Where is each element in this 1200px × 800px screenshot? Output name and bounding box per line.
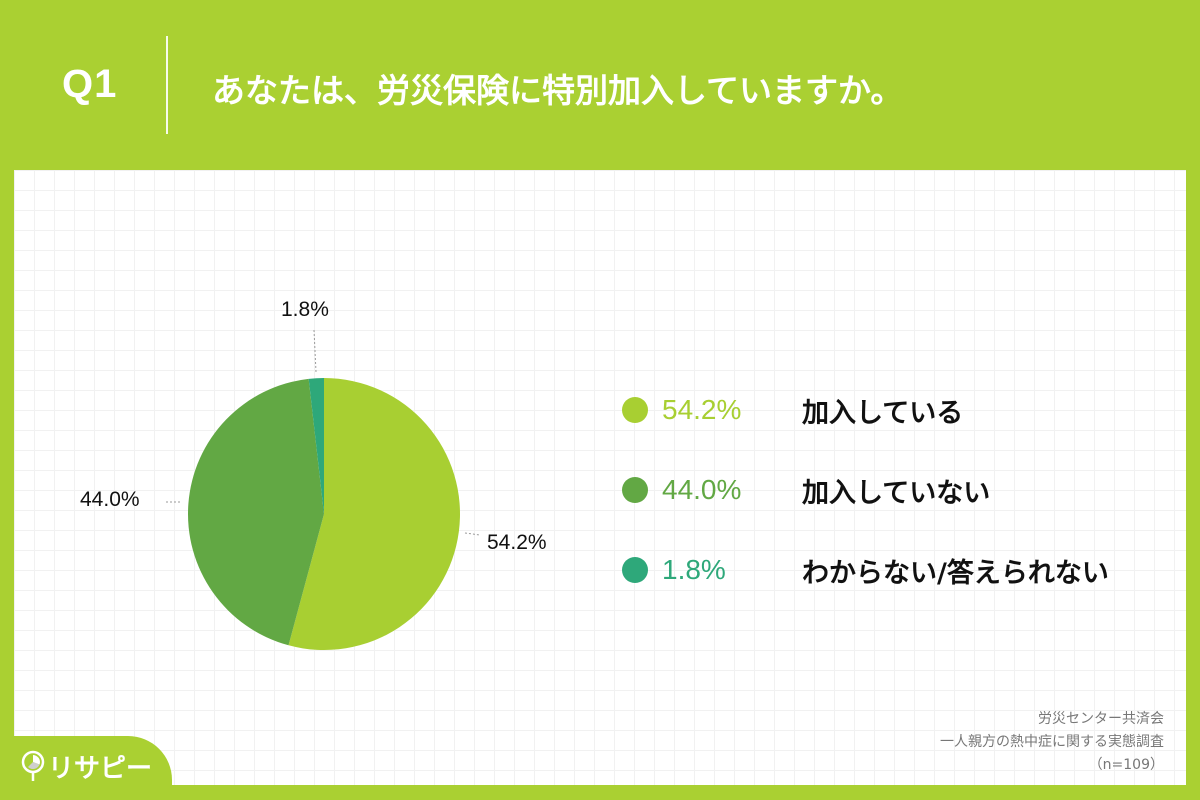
legend-percent: 54.2% xyxy=(662,394,742,425)
question-title: あなたは、労災保険に特別加入していますか。 xyxy=(212,71,904,110)
pin-chart-logo-icon xyxy=(21,750,45,781)
brand-tab xyxy=(0,736,172,800)
leader-line-slice2 xyxy=(313,329,317,373)
leader-lines xyxy=(166,329,481,536)
header-divider xyxy=(166,36,168,134)
pie-label-slice1: 44.0% xyxy=(80,488,140,511)
legend-dot-icon xyxy=(622,397,648,423)
pie-slice-0 xyxy=(288,378,460,651)
pie-label-slice0: 54.2% xyxy=(487,531,547,554)
legend: 54.2% 加入している 44.0% 加入していない 1.8% わからない/答え… xyxy=(622,370,1109,610)
legend-label: わからない/答えられない xyxy=(802,557,1109,589)
legend-dot-icon xyxy=(622,557,648,583)
legend-label: 加入している xyxy=(802,397,964,429)
legend-dot-icon xyxy=(622,477,648,503)
legend-percent: 1.8% xyxy=(662,554,726,585)
pie-slice-2 xyxy=(308,378,324,514)
source-line-survey: 一人親方の熱中症に関する実態調査 xyxy=(940,734,1164,750)
pie-slice-1 xyxy=(187,378,324,646)
legend-item: 54.2% 加入している xyxy=(622,370,1109,450)
question-number: Q1 xyxy=(62,62,118,106)
source-note: 労災センター共済会 一人親方の熱中症に関する実態調査 （n=109） xyxy=(940,708,1164,777)
legend-item: 44.0% 加入していない xyxy=(622,450,1109,530)
brand-logo-text: リサピー xyxy=(48,754,153,784)
source-line-sample-size: （n=109） xyxy=(1088,757,1164,773)
legend-item: 1.8% わからない/答えられない xyxy=(622,530,1109,610)
pie-label-slice2: 1.8% xyxy=(281,298,329,321)
source-line-organization: 労災センター共済会 xyxy=(1038,711,1164,727)
header: Q1 あなたは、労災保険に特別加入していますか。 xyxy=(0,0,1200,170)
legend-percent: 44.0% xyxy=(662,474,742,505)
leader-line-slice0 xyxy=(464,532,481,536)
legend-label: 加入していない xyxy=(802,477,991,509)
pie-slices xyxy=(187,378,460,651)
